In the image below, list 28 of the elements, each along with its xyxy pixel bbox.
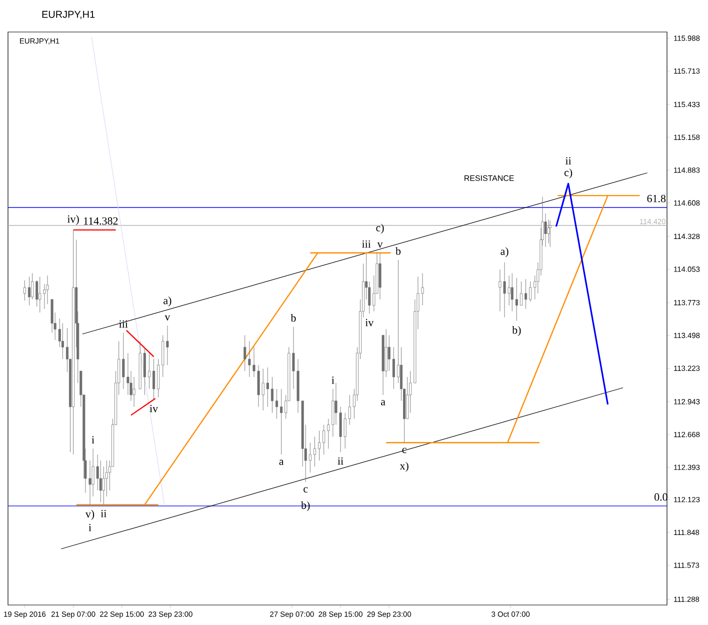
annotation: a) <box>164 296 172 306</box>
annotation: ii <box>565 157 572 164</box>
annotation: iv <box>365 318 374 326</box>
annotation: iii <box>362 240 371 248</box>
annotation: b) <box>512 326 521 336</box>
annotation: 114.382 <box>84 217 118 225</box>
annotation: iii <box>119 320 128 328</box>
annotation: b <box>290 314 296 322</box>
annotation: b <box>396 247 401 255</box>
annotation: x) <box>400 462 408 472</box>
annotation: v <box>164 315 170 320</box>
annotation: c <box>304 487 308 493</box>
annotation: iv) <box>67 215 79 225</box>
annotation: c) <box>564 168 572 178</box>
annotation: ii <box>338 457 344 465</box>
annotation: iv <box>150 404 158 412</box>
annotation: a <box>381 400 386 406</box>
annotation: a) <box>500 247 508 258</box>
annotation: a <box>279 460 284 466</box>
annotation: v <box>377 242 383 248</box>
chart-title: EURJPY,H1 <box>42 10 95 20</box>
annotation: c) <box>376 224 384 234</box>
annotation: v) <box>85 510 94 520</box>
annotation: i <box>332 376 334 384</box>
annotation: 61.8 <box>647 194 666 202</box>
annotation: ii <box>100 510 106 518</box>
annotation: i <box>92 436 94 444</box>
annotation: i <box>88 524 92 532</box>
